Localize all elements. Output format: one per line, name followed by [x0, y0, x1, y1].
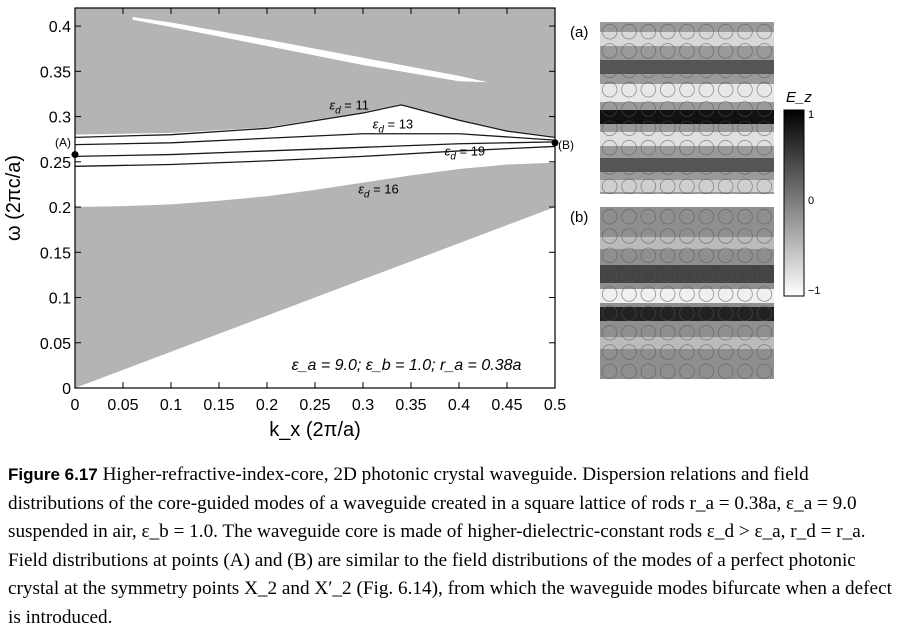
figure-number: Figure 6.17: [8, 465, 98, 484]
x-tick-label-7: 0.35: [395, 397, 426, 414]
caption-text: Higher-refractive-index-core, 2D photoni…: [8, 464, 892, 628]
colorbar-label: E_z: [786, 89, 812, 106]
y-tick-label-2: 0.1: [49, 291, 71, 308]
point-1: [551, 139, 559, 147]
colorbar-gradient: [783, 109, 805, 297]
y-tick-label-8: 0.4: [49, 19, 71, 36]
y-tick-label-0: 0: [62, 381, 71, 398]
x-tick-label-1: 0.05: [107, 397, 138, 414]
shaded-band-0: [75, 162, 555, 388]
figure: εd = 11 εd = 13 εd = 19 εd = 16 0 0.05 0.1 0.15…: [3, 7, 821, 441]
y-tick-label-7: 0.35: [40, 64, 71, 81]
series-line-0: [74, 104, 556, 139]
x-tick-label-8: 0.4: [448, 397, 470, 414]
x-tick-label-10: 0.5: [544, 397, 566, 414]
colorbar-tick-0: 1: [808, 109, 814, 121]
x-axis-label: k_x (2π/a): [269, 419, 361, 441]
parameter-annotation: ε_a = 9.0; ε_b = 1.0; r_a = 0.38a: [292, 357, 522, 374]
y-tick-label-4: 0.2: [49, 200, 71, 217]
colorbar-tick-1: 0: [808, 195, 814, 207]
y-axis-label: ω (2πc/a): [3, 155, 25, 241]
y-tick-label-5: 0.25: [40, 155, 71, 172]
x-tick-label-5: 0.25: [299, 397, 330, 414]
point-0: [71, 151, 79, 159]
y-tick-label-1: 0.05: [40, 336, 71, 353]
figure-caption: Figure 6.17 Higher-refractive-index-core…: [8, 461, 898, 633]
series-line-1: [74, 133, 556, 146]
x-tick-label-4: 0.2: [256, 397, 278, 414]
field-map-a: [600, 22, 774, 194]
x-tick-label-3: 0.15: [203, 397, 234, 414]
x-tick-label-2: 0.1: [160, 397, 182, 414]
series-line-3: [74, 145, 556, 167]
y-tick-label-3: 0.15: [40, 245, 71, 262]
shaded-band-1: [75, 8, 555, 137]
series-label-1: εd = 13: [373, 116, 414, 135]
series-label-2: εd = 19: [445, 143, 486, 162]
series-line-2: [74, 141, 556, 158]
x-tick-label-0: 0: [71, 397, 80, 414]
x-tick-label-6: 0.3: [352, 397, 374, 414]
field-map-b: [600, 207, 774, 379]
x-tick-label-9: 0.45: [491, 397, 522, 414]
point-label-1: (B): [558, 138, 574, 152]
colorbar: E_z 1 0 −1: [783, 89, 821, 297]
band-gap-0: [132, 17, 488, 83]
point-label-0: (A): [55, 136, 71, 150]
y-tick-label-6: 0.3: [49, 110, 71, 127]
panel-label-a: (a): [570, 24, 589, 41]
colorbar-tick-2: −1: [808, 285, 821, 297]
panel-label-b: (b): [570, 209, 589, 226]
